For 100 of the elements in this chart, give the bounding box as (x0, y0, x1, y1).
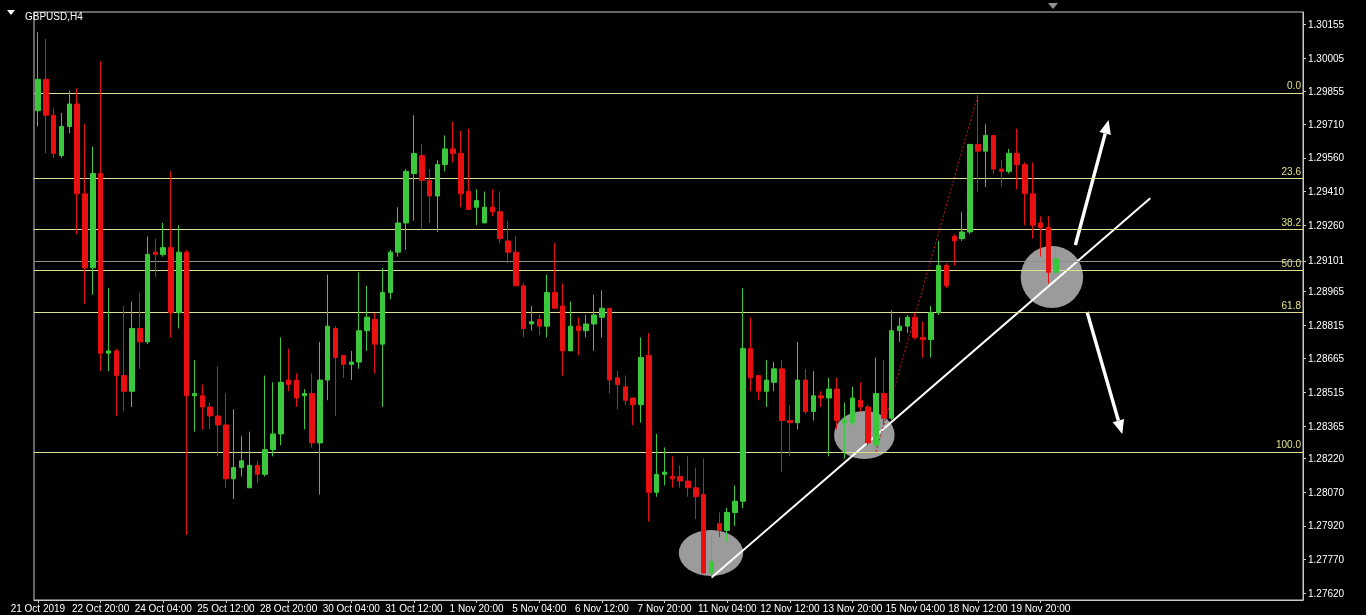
x-tick-label: 19 Nov 20:00 (1010, 602, 1071, 614)
candlestick (255, 460, 260, 484)
candlestick (685, 455, 691, 498)
candlestick (936, 240, 941, 316)
candlestick (591, 294, 597, 352)
candlestick (215, 366, 221, 457)
y-tick-label: 1.29101 (1308, 255, 1345, 267)
candlestick (858, 381, 863, 412)
candlestick (388, 249, 393, 300)
candlestick (497, 191, 503, 244)
candlestick (787, 404, 793, 457)
y-tick-label: 1.27920 (1308, 520, 1345, 532)
candlestick (920, 321, 926, 359)
candlestick (403, 168, 409, 251)
candlestick (223, 393, 229, 489)
candlestick (748, 316, 753, 392)
candlestick (270, 381, 276, 457)
candlestick (317, 341, 323, 496)
candlestick (43, 38, 49, 154)
y-tick-label: 1.29710 (1308, 118, 1345, 130)
candlestick (1006, 148, 1012, 175)
candlestick (842, 402, 847, 460)
x-tick-label: 5 Nov 04:00 (512, 602, 567, 614)
candlestick (1022, 161, 1028, 226)
candlestick (1046, 215, 1051, 285)
x-tick-label: 15 Nov 04:00 (885, 602, 946, 614)
candlestick (380, 267, 385, 408)
candlestick (756, 375, 761, 401)
x-tick-label: 30 Oct 04:00 (322, 602, 381, 614)
x-tick-label: 21 Oct 2019 (10, 602, 66, 614)
candlestick (1014, 128, 1020, 190)
candlestick (646, 332, 652, 522)
y-tick-label: 1.30155 (1308, 18, 1345, 30)
annotation: 0.0 (1287, 80, 1302, 92)
candlestick (544, 274, 550, 338)
candlestick (67, 90, 72, 134)
candlestick (231, 408, 236, 500)
candlestick (529, 305, 534, 332)
candlestick (826, 377, 832, 457)
candlestick (51, 108, 56, 159)
x-tick-label: 11 Nov 04:00 (697, 602, 758, 614)
candlestick (262, 375, 268, 478)
candlestick (90, 146, 96, 296)
x-tick-label: 28 Oct 20:00 (259, 602, 318, 614)
candlestick (552, 242, 558, 309)
x-tick-label: 31 Oct 12:00 (385, 602, 443, 614)
y-tick-label: 1.29260 (1308, 219, 1345, 231)
candlestick (129, 301, 135, 408)
candlestick (466, 128, 471, 210)
candlestick (583, 314, 589, 338)
candlestick (717, 511, 722, 538)
candlestick (450, 121, 456, 163)
candlestick (482, 191, 487, 224)
candlestick (106, 287, 111, 372)
candlestick (905, 314, 910, 334)
candlestick (114, 348, 119, 417)
candlestick (435, 159, 440, 233)
x-tick-label: 25 Oct 12:00 (197, 602, 255, 614)
annotation: 23.6 (1281, 165, 1302, 177)
candlestick (160, 222, 166, 258)
candlestick (599, 289, 605, 338)
candlestick (654, 433, 659, 498)
candlestick (560, 283, 565, 377)
y-tick-label: 1.28965 (1308, 285, 1345, 297)
candlestick (372, 312, 378, 374)
candlestick (286, 348, 291, 392)
candlestick (607, 307, 612, 395)
candlestick (623, 375, 628, 406)
candlestick (35, 31, 41, 127)
candlestick (513, 235, 519, 287)
candlestick (818, 390, 824, 408)
chart-title: GBPUSD,H4 (25, 10, 84, 22)
candlestick (239, 435, 244, 478)
x-tick-label: 1 Nov 20:00 (449, 602, 504, 614)
y-tick-label: 1.27770 (1308, 554, 1345, 566)
candlestick (458, 130, 464, 208)
candlestick (912, 312, 918, 341)
x-tick-label: 24 Oct 04:00 (134, 602, 193, 614)
candlestick (121, 305, 127, 412)
x-tick-label: 18 Nov 12:00 (948, 602, 1009, 614)
candlestick (991, 134, 996, 175)
candlestick (137, 292, 143, 370)
candlestick (333, 325, 338, 417)
candlestick (928, 305, 934, 359)
candlestick (779, 359, 785, 473)
candlestick (630, 397, 636, 426)
candlestick (247, 431, 252, 489)
candlestick (771, 361, 777, 392)
x-tick-label: 13 Nov 20:00 (822, 602, 883, 614)
candlestick (521, 283, 526, 338)
candlestick (474, 188, 479, 226)
candlestick (74, 87, 80, 235)
candlestick (873, 357, 879, 453)
candlestick (850, 386, 855, 426)
candlestick (638, 336, 644, 424)
candlestick (294, 372, 299, 408)
candlestick (795, 341, 800, 430)
y-tick-label: 1.28070 (1308, 486, 1345, 498)
candlestick (537, 314, 542, 336)
annotation: 61.8 (1281, 300, 1302, 312)
